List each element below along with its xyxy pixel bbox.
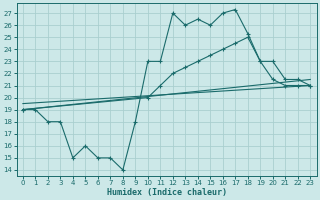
X-axis label: Humidex (Indice chaleur): Humidex (Indice chaleur): [107, 188, 227, 197]
